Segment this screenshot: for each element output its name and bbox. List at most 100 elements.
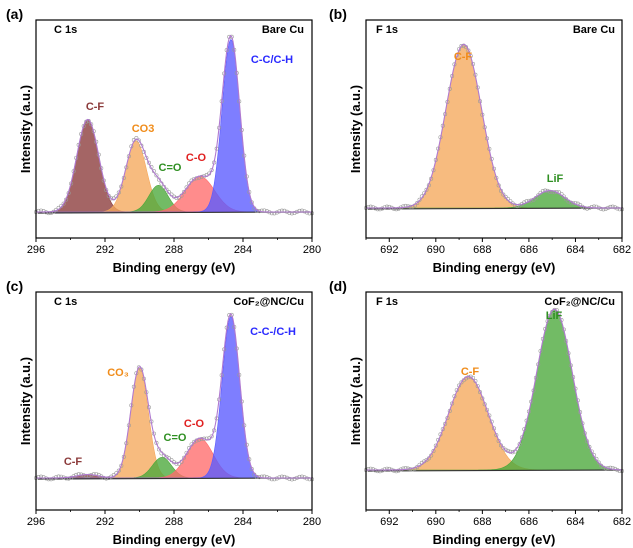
raw-data-point	[61, 201, 66, 206]
x-tick-label: 284	[234, 516, 252, 528]
sample-label-d: CoF₂@NC/Cu	[544, 296, 615, 308]
raw-data-point	[396, 468, 401, 473]
peak-label-c-o: C=O	[164, 432, 187, 444]
raw-data-point	[164, 187, 169, 192]
x-tick-label: 686	[520, 516, 538, 528]
peak-label-co3: CO₃	[107, 367, 129, 379]
raw-data-point	[475, 384, 480, 389]
raw-data-point	[459, 44, 464, 49]
raw-data-point	[536, 193, 541, 198]
raw-data-point	[182, 189, 187, 194]
raw-data-point	[74, 472, 79, 477]
peak-label-c-f: C-F	[86, 101, 105, 113]
peak-label-lif: LiF	[547, 173, 564, 185]
raw-data-point	[459, 380, 464, 385]
raw-data-point	[136, 138, 141, 143]
raw-data-point	[415, 200, 420, 205]
raw-data-point	[433, 443, 438, 448]
raw-data-point	[561, 194, 566, 199]
peak-label-c-f: C-F	[461, 366, 480, 378]
raw-data-point	[264, 475, 269, 480]
raw-data-point	[287, 476, 292, 481]
raw-data-point	[89, 122, 94, 127]
raw-data-point	[302, 209, 307, 214]
x-tick-label: 682	[613, 516, 631, 528]
xlabel-a: Binding energy (eV)	[113, 260, 236, 275]
raw-data-point	[391, 206, 396, 211]
plot-d: C-F LiF 692 690 688 686 684 682	[363, 307, 631, 528]
raw-data-point	[192, 176, 197, 181]
raw-data-point	[554, 308, 559, 313]
x-tick-label: 280	[303, 516, 321, 528]
fit-envelope-line	[366, 43, 622, 209]
raw-data-point	[59, 474, 64, 479]
ylabel-b: Intensity (a.u.)	[348, 85, 363, 173]
fit-envelope-line	[36, 313, 312, 479]
plot-c: C-F CO₃ C=O C-O C-C-/C-H 296 292 288 284 280	[27, 312, 321, 528]
raw-data-point	[503, 447, 508, 452]
peak-c-c-c-h-area	[36, 316, 312, 479]
raw-data-point	[277, 209, 282, 214]
frame-a	[35, 19, 313, 239]
panel-letter-d: (d)	[329, 278, 347, 294]
raw-data-point	[366, 204, 371, 209]
peak-label-c-o: C=O	[159, 162, 182, 174]
x-tick-label: 682	[613, 244, 631, 256]
raw-data-point	[370, 205, 375, 210]
raw-data-point	[366, 467, 371, 472]
x-tick-label: 690	[427, 516, 445, 528]
raw-data-point	[154, 173, 159, 178]
raw-data-point	[116, 468, 121, 473]
raw-data-point	[91, 472, 96, 477]
x-tick-label: 292	[96, 244, 114, 256]
raw-data-point	[184, 185, 189, 190]
raw-data-point	[503, 194, 508, 199]
raw-data-point	[209, 434, 214, 439]
raw-data-point	[36, 474, 41, 479]
peak-label-c-f: C-F	[454, 51, 473, 63]
x-tick-label: 688	[473, 516, 491, 528]
raw-data-point	[387, 466, 392, 471]
raw-data-point	[382, 205, 387, 210]
raw-data-point	[547, 189, 552, 194]
raw-data-point	[259, 474, 264, 479]
plot-a: C-F CO3 C=O C-O C-C/C-H 296 292 288 284 280	[27, 34, 321, 256]
x-tick-label: 280	[303, 244, 321, 256]
x-tick-label: 292	[96, 516, 114, 528]
raw-data-point	[508, 449, 513, 454]
frame-b	[365, 19, 623, 239]
raw-data-point	[401, 466, 406, 471]
xlabel-b: Binding energy (eV)	[433, 260, 556, 275]
raw-data-point	[297, 474, 302, 479]
raw-data-point	[41, 209, 46, 214]
raw-data-point	[613, 205, 618, 210]
peak-c-f-area	[366, 44, 622, 209]
x-tick-label: 284	[234, 244, 252, 256]
peak-label-lif: LiF	[546, 310, 563, 322]
raw-data-point	[370, 467, 375, 472]
x-tick-label: 288	[165, 244, 183, 256]
xlabel-d: Binding energy (eV)	[433, 532, 556, 547]
raw-data-point	[134, 136, 139, 141]
x-tick-label: 296	[27, 244, 45, 256]
raw-data-point	[287, 210, 292, 215]
x-tick-label: 684	[566, 516, 584, 528]
raw-data-point	[41, 475, 46, 480]
raw-data-point	[596, 460, 601, 465]
spectrum-label-d: F 1s	[376, 296, 398, 308]
raw-data-point	[36, 208, 41, 213]
sample-label-c: CoF₂@NC/Cu	[233, 296, 304, 308]
raw-data-point	[603, 206, 608, 211]
x-tick-label: 692	[380, 516, 398, 528]
x-tick-label: 692	[380, 244, 398, 256]
raw-data-point	[174, 461, 179, 466]
x-tick-label: 296	[27, 516, 45, 528]
fit-envelope-line	[366, 308, 623, 471]
spectrum-label-c: C 1s	[54, 296, 77, 308]
peak-label-c-o: C-O	[184, 418, 205, 430]
peak-label-co3: CO3	[132, 123, 155, 135]
peak-label-c-c-c-h: C-C/C-H	[251, 54, 293, 66]
sample-label-a: Bare Cu	[262, 24, 304, 36]
